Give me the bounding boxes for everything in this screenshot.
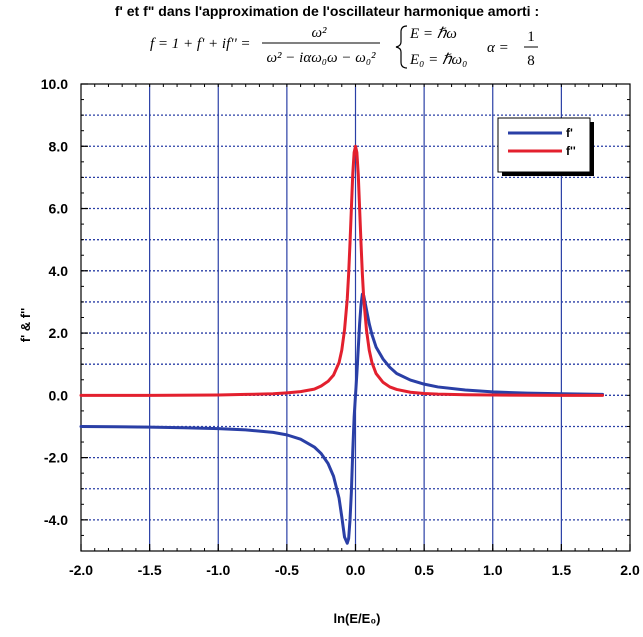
x-tick-label: -0.5 (275, 562, 299, 578)
equation-alpha-num: 1 (527, 29, 535, 45)
x-tick-label: -1.5 (138, 562, 162, 578)
y-axis-label: f' & f'' (18, 308, 33, 343)
equation-brace (395, 25, 408, 69)
equation-cond1: E = ℏω (409, 26, 457, 42)
x-tick-label: 0.0 (346, 562, 366, 578)
series-line-f-prime (79, 292, 605, 545)
x-tick-label: 0.5 (414, 562, 434, 578)
y-tick-label: 6.0 (49, 201, 69, 217)
y-tick-label: 10.0 (41, 76, 68, 92)
series-line-f-second (79, 144, 605, 397)
x-tick-label: -1.0 (206, 562, 230, 578)
legend-label-f-second: f'' (566, 144, 576, 158)
y-tick-label: 2.0 (49, 325, 69, 341)
equation-cond2: E₀ = ℏω₀ (409, 52, 467, 68)
x-tick-label: 2.0 (620, 562, 640, 578)
x-tick-label: -2.0 (69, 562, 93, 578)
y-tick-label: 0.0 (49, 387, 69, 403)
equation-lhs: f = 1 + f' + if'' = (150, 36, 251, 52)
x-axis-label: ln(E/E₀) (333, 611, 380, 626)
equation-alpha-lhs: α = (487, 40, 509, 56)
y-tick-label: 4.0 (49, 263, 69, 279)
chart-title: f' et f" dans l'approximation de l'oscil… (115, 3, 539, 19)
equation-denominator: ω² − iαω₀ω − ω₀² (266, 50, 376, 66)
x-tick-label: 1.5 (552, 562, 572, 578)
x-tick-label: 1.0 (483, 562, 503, 578)
y-tick-label: -2.0 (44, 450, 68, 466)
plot-area: -2.0 -1.5 -1.0 -0.5 0.0 0.5 1.0 1.5 2.0 10.0 8.0 6.… (41, 76, 640, 578)
legend: f' f'' (497, 117, 594, 176)
equation: f = 1 + f' + if'' = ω² ω² − iαω₀ω − ω₀² … (150, 25, 538, 69)
y-tick-label: -4.0 (44, 512, 68, 528)
legend-label-f-prime: f' (566, 126, 573, 140)
equation-numerator: ω² (311, 25, 327, 41)
equation-alpha-den: 8 (527, 53, 535, 69)
y-tick-label: 8.0 (49, 138, 69, 154)
legend-box (497, 117, 591, 173)
